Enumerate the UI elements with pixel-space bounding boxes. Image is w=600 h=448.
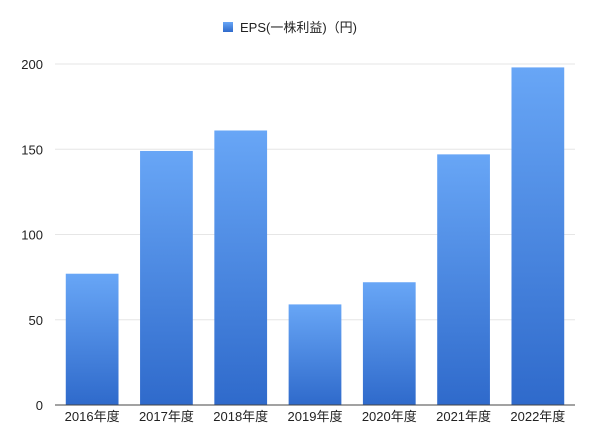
y-tick-label: 100 [21, 228, 43, 243]
bar-2021年度 [437, 154, 490, 405]
legend: EPS(一株利益)（円) [223, 20, 357, 35]
x-tick-label: 2020年度 [362, 409, 417, 424]
y-tick-label: 50 [29, 313, 43, 328]
x-tick-label: 2022年度 [510, 409, 565, 424]
bar-2016年度 [65, 273, 119, 405]
y-tick-label: 150 [21, 142, 43, 157]
x-tick-label: 2021年度 [436, 409, 491, 424]
x-tick-label: 2017年度 [139, 409, 194, 424]
x-tick-label: 2019年度 [288, 409, 343, 424]
gridlines [55, 63, 575, 321]
legend-swatch [223, 22, 233, 32]
bar-2022年度 [511, 67, 565, 405]
bar-2019年度 [288, 304, 342, 405]
y-tick-label: 0 [36, 398, 43, 413]
x-tick-label: 2016年度 [65, 409, 120, 424]
bar-2018年度 [214, 130, 268, 405]
legend-label: EPS(一株利益)（円) [240, 20, 357, 35]
bar-2020年度 [362, 282, 416, 405]
bar-2017年度 [140, 150, 193, 405]
bars [65, 67, 565, 405]
x-axis-ticks: 2016年度 2017年度 2018年度 2019年度 2020年度 2021年度 2022… [65, 409, 566, 424]
x-tick-label: 2018年度 [213, 409, 268, 424]
y-tick-label: 200 [21, 57, 43, 72]
y-axis-ticks: 0 50 100 150 200 [21, 57, 43, 413]
